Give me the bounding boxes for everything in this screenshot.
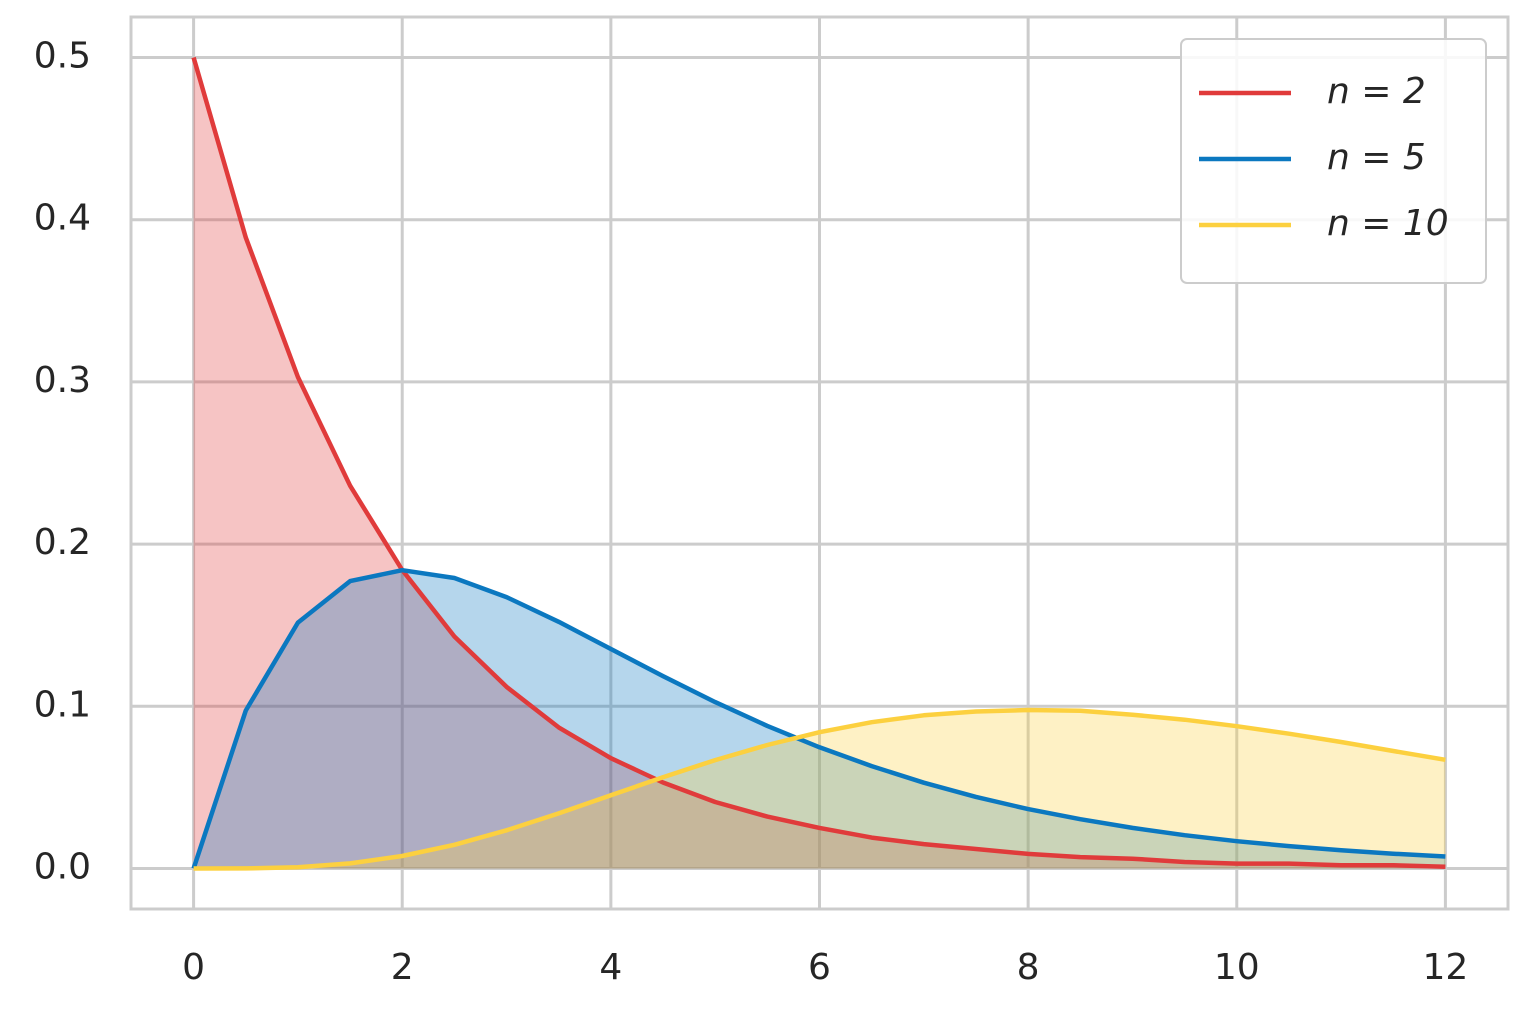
x-tick-label: 8: [1017, 947, 1040, 988]
y-tick-label: 0.4: [34, 198, 91, 239]
legend-label: n = 5: [1327, 137, 1426, 178]
y-tick-label: 0.1: [34, 684, 91, 725]
y-tick-label: 0.2: [34, 522, 91, 563]
x-tick-label: 2: [391, 947, 414, 988]
area-fill: [193, 57, 1446, 869]
area-fill: [193, 570, 1446, 869]
x-tick-label: 6: [808, 947, 831, 988]
line: [193, 707, 1446, 871]
x-tick-label: 4: [599, 947, 622, 988]
y-tick-label: 0.5: [34, 36, 91, 77]
y-tick-label: 0.3: [34, 360, 91, 401]
x-tick-label: 0: [182, 947, 205, 988]
y-tick-label: 0.0: [34, 846, 91, 887]
legend-label: n = 2: [1327, 71, 1426, 112]
x-tick-label: 12: [1423, 947, 1469, 988]
legend-label: n = 10: [1327, 203, 1449, 244]
legend-box: [1180, 38, 1487, 284]
x-tick-label: 10: [1214, 947, 1260, 988]
line: [191, 567, 1446, 870]
